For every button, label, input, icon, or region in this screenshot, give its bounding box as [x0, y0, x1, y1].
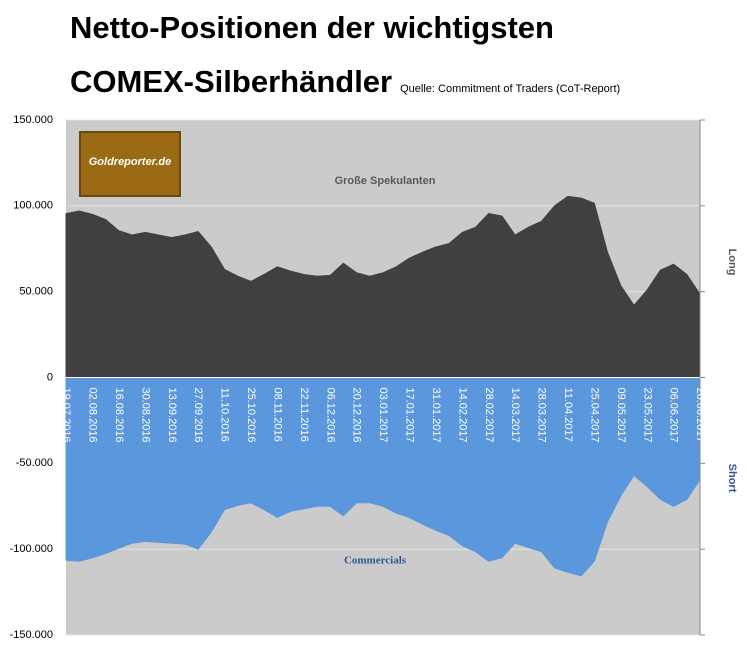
side-label: Long — [726, 249, 738, 276]
x-tick-label: 31.01.2017 — [430, 388, 442, 443]
x-tick-group: 14.03.2017 — [509, 388, 521, 443]
x-tick-label: 13.09.2016 — [166, 388, 178, 443]
x-tick-group: 23.05.2017 — [641, 388, 653, 443]
x-tick-group: 28.02.2017 — [483, 388, 495, 443]
x-tick-label: 20.12.2016 — [351, 388, 363, 443]
x-tick-label: 25.10.2016 — [245, 388, 257, 443]
x-tick-group: 03.01.2017 — [377, 388, 389, 443]
x-tick-group: 19.07.2016 — [60, 388, 72, 443]
chart-title: Netto-Positionen der wichtigsten COMEX-S… — [70, 10, 554, 99]
y-tick-label: -100.000 — [10, 543, 53, 555]
x-tick-label: 09.05.2017 — [615, 388, 627, 443]
x-tick-group: 25.10.2016 — [245, 388, 257, 443]
x-tick-group: 20.06.2017 — [694, 388, 706, 443]
x-tick-label: 28.03.2017 — [536, 388, 548, 443]
y-tick-label: 100.000 — [13, 200, 53, 212]
side-group: Long — [726, 249, 738, 276]
x-tick-group: 06.06.2017 — [668, 388, 680, 443]
series-label: Commercials — [344, 555, 407, 567]
header: Netto-Positionen der wichtigsten COMEX-S… — [70, 4, 630, 113]
x-tick-label: 25.04.2017 — [588, 388, 600, 443]
x-tick-label: 02.08.2016 — [87, 388, 99, 443]
x-tick-group: 11.04.2017 — [562, 388, 574, 442]
x-tick-label: 06.12.2016 — [324, 388, 336, 443]
x-tick-label: 20.06.2017 — [694, 388, 706, 443]
x-tick-label: 17.01.2017 — [404, 388, 416, 443]
x-tick-label: 27.09.2016 — [192, 388, 204, 443]
x-tick-group: 06.12.2016 — [324, 388, 336, 443]
chart-subtitle: Quelle: Commitment of Traders (CoT-Repor… — [400, 83, 621, 95]
logo-box — [79, 131, 181, 197]
x-tick-label: 22.11.2016 — [298, 388, 310, 442]
x-tick-group: 09.05.2017 — [615, 388, 627, 443]
series-label: Große Spekulanten — [335, 175, 436, 187]
x-tick-group: 13.09.2016 — [166, 388, 178, 443]
x-tick-group: 02.08.2016 — [87, 388, 99, 443]
y-tick-label: 0 — [47, 371, 53, 383]
x-tick-group: 27.09.2016 — [192, 388, 204, 443]
logo-text: Goldreporter.de — [89, 156, 172, 168]
x-tick-group: 30.08.2016 — [139, 388, 151, 443]
x-tick-label: 30.08.2016 — [139, 388, 151, 443]
y-tick-label: 50.000 — [19, 286, 53, 298]
x-tick-label: 11.04.2017 — [562, 388, 574, 442]
side-group: Short — [726, 464, 738, 493]
x-tick-label: 06.06.2017 — [668, 388, 680, 443]
x-tick-label: 23.05.2017 — [641, 388, 653, 443]
x-tick-label: 16.08.2016 — [113, 388, 125, 443]
x-tick-group: 16.08.2016 — [113, 388, 125, 443]
y-tick-label: -50.000 — [16, 457, 53, 469]
area — [65, 377, 701, 577]
x-tick-group: 22.11.2016 — [298, 388, 310, 442]
x-tick-group: 25.04.2017 — [588, 388, 600, 443]
area — [65, 195, 701, 378]
x-tick-label: 28.02.2017 — [483, 388, 495, 443]
x-tick-group: 14.02.2017 — [456, 388, 468, 443]
x-tick-group: 08.11.2016 — [271, 388, 283, 442]
side-label: Short — [726, 464, 738, 493]
x-tick-label: 03.01.2017 — [377, 388, 389, 443]
x-tick-label: 14.02.2017 — [456, 388, 468, 443]
y-tick-label: 150.000 — [13, 114, 53, 126]
x-tick-group: 17.01.2017 — [404, 388, 416, 443]
y-tick-label: -150.000 — [10, 629, 53, 641]
x-tick-group: 28.03.2017 — [536, 388, 548, 443]
x-tick-group: 20.12.2016 — [351, 388, 363, 443]
x-tick-label: 14.03.2017 — [509, 388, 521, 443]
x-tick-label: 08.11.2016 — [271, 388, 283, 442]
x-tick-group: 31.01.2017 — [430, 388, 442, 443]
x-tick-label: 11.10.2016 — [219, 388, 231, 442]
x-tick-label: 19.07.2016 — [60, 388, 72, 443]
x-tick-group: 11.10.2016 — [219, 388, 231, 442]
